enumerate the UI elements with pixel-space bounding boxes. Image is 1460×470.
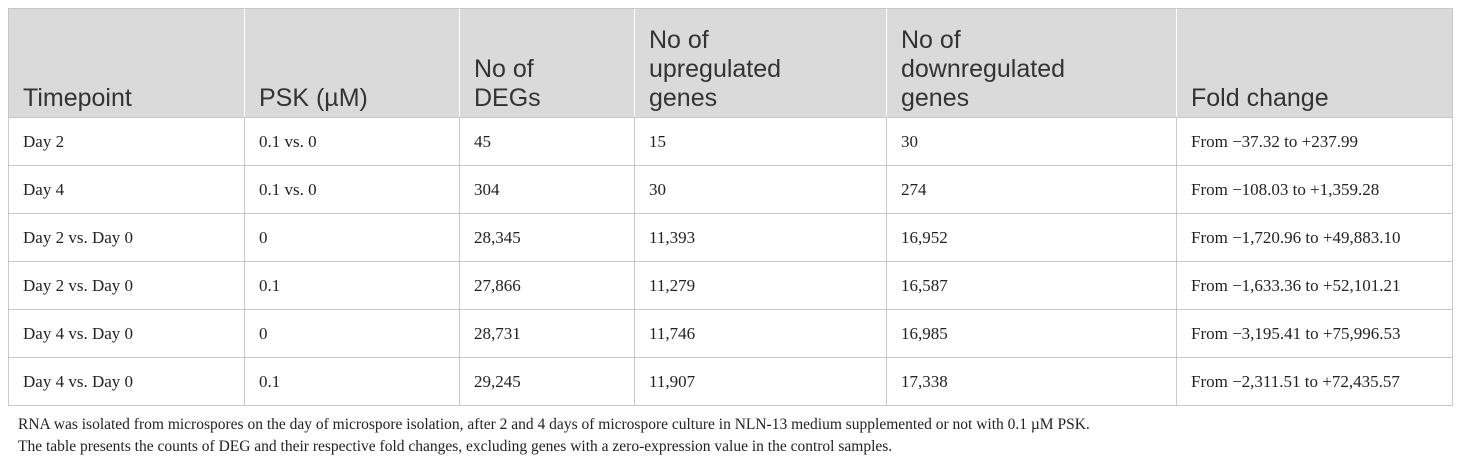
cell-degs: 28,731 bbox=[459, 309, 635, 358]
footnote-line-2: The table presents the counts of DEG and… bbox=[18, 438, 893, 455]
cell-upregulated: 11,746 bbox=[634, 309, 887, 358]
cell-degs: 304 bbox=[459, 165, 635, 214]
cell-downregulated: 30 bbox=[886, 117, 1177, 166]
cell-upregulated: 11,393 bbox=[634, 213, 887, 262]
cell-fold-change: From −1,720.96 to +49,883.10 bbox=[1176, 213, 1453, 262]
cell-timepoint: Day 2 vs. Day 0 bbox=[8, 261, 245, 310]
cell-fold-change: From −37.32 to +237.99 bbox=[1176, 117, 1453, 166]
cell-fold-change: From −3,195.41 to +75,996.53 bbox=[1176, 309, 1453, 358]
cell-upregulated: 15 bbox=[634, 117, 887, 166]
cell-upregulated: 11,907 bbox=[634, 357, 887, 406]
cell-timepoint: Day 4 vs. Day 0 bbox=[8, 309, 245, 358]
deg-table: Timepoint PSK (µM) No of DEGs No of upre… bbox=[8, 8, 1453, 406]
cell-downregulated: 16,952 bbox=[886, 213, 1177, 262]
cell-degs: 29,245 bbox=[459, 357, 635, 406]
deg-table-container: Timepoint PSK (µM) No of DEGs No of upre… bbox=[8, 8, 1453, 406]
cell-psk: 0.1 bbox=[244, 357, 460, 406]
table-row: Day 2 vs. Day 0 0.1 27,866 11,279 16,587… bbox=[8, 261, 1453, 310]
table-row: Day 2 0.1 vs. 0 45 15 30 From −37.32 to … bbox=[8, 117, 1453, 166]
table-row: Day 4 vs. Day 0 0 28,731 11,746 16,985 F… bbox=[8, 309, 1453, 358]
cell-timepoint: Day 2 vs. Day 0 bbox=[8, 213, 245, 262]
header-upregulated: No of upregulated genes bbox=[634, 8, 887, 118]
header-downregulated: No of downregulated genes bbox=[886, 8, 1177, 118]
cell-degs: 27,866 bbox=[459, 261, 635, 310]
table-header-row: Timepoint PSK (µM) No of DEGs No of upre… bbox=[8, 8, 1453, 118]
header-timepoint: Timepoint bbox=[8, 8, 245, 118]
header-psk: PSK (µM) bbox=[244, 8, 460, 118]
header-degs: No of DEGs bbox=[459, 8, 635, 118]
cell-timepoint: Day 2 bbox=[8, 117, 245, 166]
cell-fold-change: From −108.03 to +1,359.28 bbox=[1176, 165, 1453, 214]
cell-downregulated: 16,985 bbox=[886, 309, 1177, 358]
cell-psk: 0 bbox=[244, 309, 460, 358]
cell-timepoint: Day 4 vs. Day 0 bbox=[8, 357, 245, 406]
cell-downregulated: 16,587 bbox=[886, 261, 1177, 310]
cell-upregulated: 30 bbox=[634, 165, 887, 214]
cell-downregulated: 17,338 bbox=[886, 357, 1177, 406]
cell-degs: 45 bbox=[459, 117, 635, 166]
cell-psk: 0.1 vs. 0 bbox=[244, 117, 460, 166]
table-row: Day 2 vs. Day 0 0 28,345 11,393 16,952 F… bbox=[8, 213, 1453, 262]
footnote-line-1: RNA was isolated from microspores on the… bbox=[18, 416, 1090, 433]
table-footnote: RNA was isolated from microspores on the… bbox=[18, 414, 1438, 458]
cell-downregulated: 274 bbox=[886, 165, 1177, 214]
cell-psk: 0.1 bbox=[244, 261, 460, 310]
cell-fold-change: From −1,633.36 to +52,101.21 bbox=[1176, 261, 1453, 310]
cell-degs: 28,345 bbox=[459, 213, 635, 262]
header-fold-change: Fold change bbox=[1176, 8, 1453, 118]
cell-upregulated: 11,279 bbox=[634, 261, 887, 310]
cell-timepoint: Day 4 bbox=[8, 165, 245, 214]
cell-fold-change: From −2,311.51 to +72,435.57 bbox=[1176, 357, 1453, 406]
cell-psk: 0.1 vs. 0 bbox=[244, 165, 460, 214]
cell-psk: 0 bbox=[244, 213, 460, 262]
table-row: Day 4 vs. Day 0 0.1 29,245 11,907 17,338… bbox=[8, 357, 1453, 406]
table-row: Day 4 0.1 vs. 0 304 30 274 From −108.03 … bbox=[8, 165, 1453, 214]
